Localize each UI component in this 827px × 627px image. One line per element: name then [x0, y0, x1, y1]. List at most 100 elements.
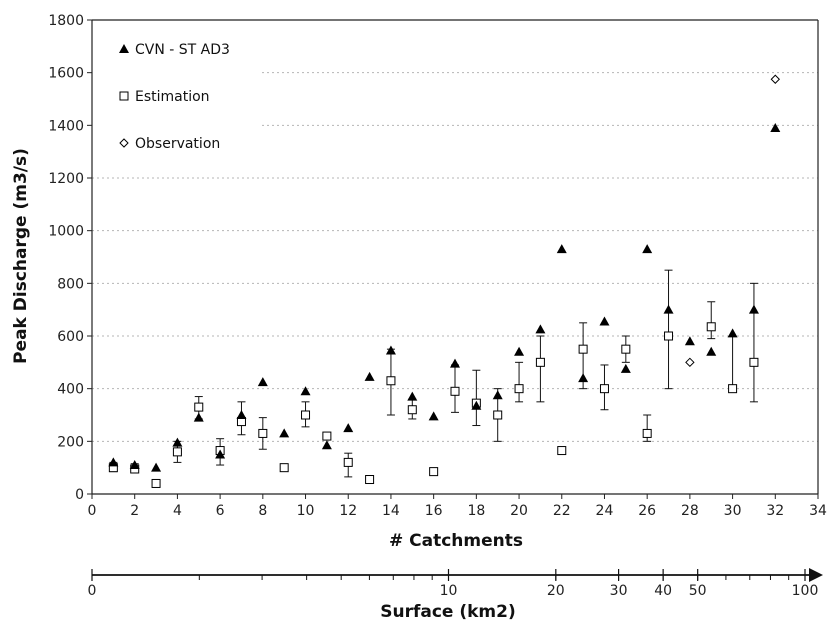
- square-point: [322, 431, 332, 441]
- triangle-point: [215, 449, 226, 459]
- square-point: [172, 447, 182, 457]
- triangle-point: [727, 328, 738, 338]
- y-tick-label: 1800: [48, 13, 84, 29]
- x-tick-label: 4: [173, 503, 182, 519]
- square-point: [194, 402, 204, 412]
- triangle-point: [257, 377, 268, 387]
- x-axis: 0 2 4 6 8 10 12 14 16 18 20 22 24 26 28 30 32 34: [88, 493, 827, 519]
- x-tick-label: 34: [809, 503, 827, 519]
- triangle-point: [620, 363, 631, 373]
- error-bars: [109, 269, 758, 483]
- triangle-point: [385, 345, 396, 355]
- triangle-point: [492, 390, 503, 400]
- square-point: [151, 478, 161, 488]
- triangle-point: [279, 428, 290, 438]
- triangle-point: [450, 358, 460, 368]
- x-tick-label: 0: [88, 503, 97, 519]
- square-point: [728, 384, 738, 394]
- triangle-point: [343, 423, 354, 433]
- triangle-point: [770, 122, 781, 132]
- square-point: [493, 410, 503, 420]
- surface-tick-label: 10: [440, 583, 458, 599]
- square-point: [706, 322, 716, 332]
- triangle-point: [151, 462, 162, 472]
- y-axis-title: Peak Discharge (m3/s): [11, 148, 31, 364]
- triangle-point: [578, 373, 589, 383]
- legend-label: Estimation: [135, 89, 210, 105]
- x-tick-label: 26: [638, 503, 656, 519]
- surface-axis: 0 10 20 30 40 50 100: [88, 568, 823, 599]
- x-tick-label: 14: [382, 503, 400, 519]
- x-axis-title: # Catchments: [389, 531, 523, 551]
- square-point: [258, 428, 268, 438]
- triangle-point: [642, 244, 653, 254]
- triangle-point: [535, 324, 546, 334]
- triangle-point: [706, 346, 717, 356]
- square-point: [450, 386, 460, 396]
- surface-tick-label: 50: [689, 583, 707, 599]
- diamond-point: [685, 357, 695, 368]
- diamond-point: [119, 138, 129, 148]
- legend-label: CVN - ST AD3: [135, 42, 230, 58]
- x-tick-label: 18: [467, 503, 485, 519]
- square-point: [599, 384, 609, 394]
- triangle-point: [684, 336, 695, 346]
- x-tick-label: 16: [425, 503, 443, 519]
- triangle-point: [364, 371, 375, 381]
- square-point: [343, 457, 353, 467]
- x-tick-label: 24: [596, 503, 614, 519]
- data-marks: [108, 74, 781, 488]
- triangle-point: [321, 440, 332, 450]
- square-point: [429, 467, 439, 477]
- triangle-point: [428, 411, 439, 421]
- surface-axis-arrow: [809, 568, 823, 582]
- x-tick-label: 30: [724, 503, 742, 519]
- triangle-point: [236, 410, 247, 419]
- y-tick-label: 400: [57, 382, 84, 398]
- x-tick-label: 32: [766, 503, 784, 519]
- y-tick-label: 1400: [48, 118, 84, 134]
- x-tick-label: 22: [553, 503, 571, 519]
- square-point: [535, 357, 545, 367]
- triangle-point: [193, 412, 204, 422]
- diamond-point: [770, 74, 781, 84]
- y-tick-label: 200: [57, 434, 84, 450]
- square-point: [749, 357, 759, 367]
- y-tick-label: 800: [57, 276, 84, 292]
- y-tick-label: 0: [75, 487, 84, 503]
- y-tick-label: 600: [57, 329, 84, 345]
- triangle-point: [172, 437, 183, 447]
- triangle-point: [556, 244, 567, 254]
- surface-tick-label: 40: [654, 583, 672, 599]
- square-point: [514, 384, 524, 394]
- x-tick-label: 20: [510, 503, 528, 519]
- square-point: [407, 405, 417, 415]
- triangle-point: [407, 391, 418, 401]
- x-tick-label: 12: [339, 503, 357, 519]
- triangle-point: [471, 400, 482, 410]
- surface-tick-label: 0: [88, 583, 97, 599]
- square-point: [119, 91, 129, 101]
- triangle-point: [300, 386, 311, 396]
- square-point: [557, 446, 567, 456]
- square-point: [365, 475, 375, 485]
- x-tick-label: 2: [130, 503, 139, 519]
- x-tick-label: 10: [297, 503, 315, 519]
- y-tick-label: 1000: [48, 224, 84, 240]
- triangle-point: [663, 304, 674, 314]
- x-tick-label: 6: [216, 503, 225, 519]
- y-tick-label: 1200: [48, 171, 84, 187]
- y-axis: 0 200 400 600 800 1000 1200 1400 1600 1800: [48, 13, 819, 503]
- surface-tick-label: 20: [547, 583, 565, 599]
- triangle-point: [119, 44, 129, 53]
- surface-axis-title: Surface (km2): [380, 602, 516, 622]
- square-point: [621, 344, 631, 354]
- square-point: [664, 331, 674, 341]
- triangle-point: [108, 457, 119, 467]
- y-tick-label: 1600: [48, 66, 84, 82]
- square-point: [301, 410, 311, 420]
- surface-tick-label: 100: [792, 583, 819, 599]
- square-point: [642, 428, 652, 438]
- legend-label: Observation: [135, 136, 220, 152]
